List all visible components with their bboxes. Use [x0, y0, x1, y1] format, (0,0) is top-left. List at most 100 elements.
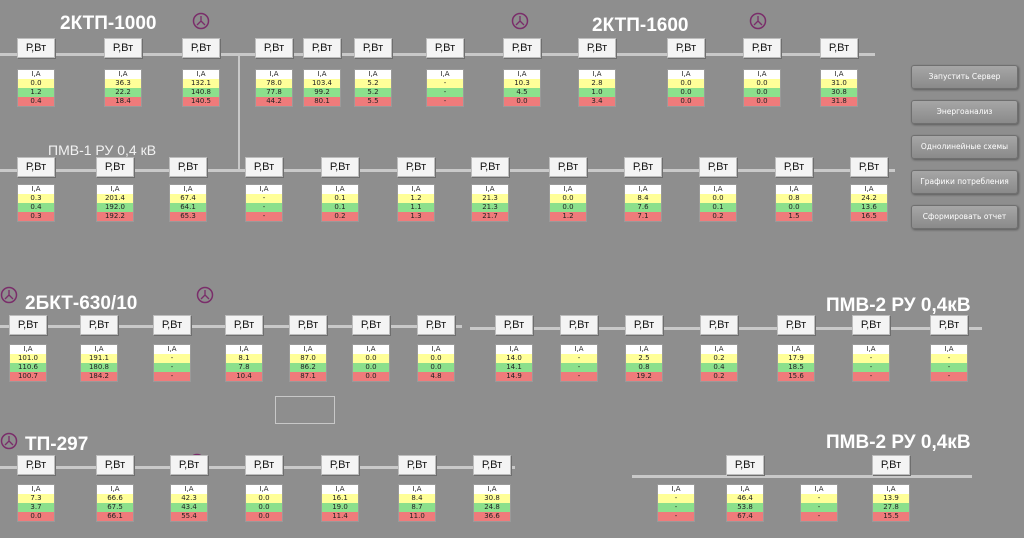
- power-button[interactable]: Р,Вт: [80, 315, 118, 335]
- phase-a-value: 17.9: [778, 354, 814, 363]
- power-button[interactable]: Р,Вт: [578, 38, 616, 58]
- power-button[interactable]: Р,Вт: [321, 455, 359, 475]
- current-header: I,A: [744, 70, 780, 79]
- phase-a-value: -: [427, 79, 463, 88]
- current-table: I,A 0.8 0.0 1.5: [775, 184, 813, 222]
- phase-b-value: 110.6: [10, 363, 46, 372]
- current-header: I,A: [727, 485, 763, 494]
- power-button[interactable]: Р,Вт: [495, 315, 533, 335]
- power-button[interactable]: Р,Вт: [321, 157, 359, 177]
- phase-c-value: 0.0: [353, 372, 389, 381]
- power-button[interactable]: Р,Вт: [354, 38, 392, 58]
- power-button[interactable]: Р,Вт: [473, 455, 511, 475]
- power-button[interactable]: Р,Вт: [245, 455, 283, 475]
- power-button[interactable]: Р,Вт: [255, 38, 293, 58]
- power-button[interactable]: Р,Вт: [549, 157, 587, 177]
- phase-b-value: 0.0: [744, 88, 780, 97]
- power-button[interactable]: Р,Вт: [245, 157, 283, 177]
- phase-a-value: 5.2: [355, 79, 391, 88]
- phase-a-value: 0.0: [418, 354, 454, 363]
- power-button[interactable]: Р,Вт: [303, 38, 341, 58]
- power-button[interactable]: Р,Вт: [743, 38, 781, 58]
- power-button[interactable]: Р,Вт: [352, 315, 390, 335]
- energy-analysis-button[interactable]: Энергоанализ: [911, 100, 1018, 124]
- phase-b-value: 64.1: [170, 203, 206, 212]
- current-table: I,A 191.1 180.8 184.2: [80, 344, 118, 382]
- phase-a-value: 2.5: [626, 354, 662, 363]
- phase-b-value: 0.0: [668, 88, 704, 97]
- power-button[interactable]: Р,Вт: [17, 455, 55, 475]
- make-report-button[interactable]: Сформировать отчет: [911, 205, 1018, 229]
- power-button[interactable]: Р,Вт: [225, 315, 263, 335]
- power-button[interactable]: Р,Вт: [397, 157, 435, 177]
- current-table: I,A 21.3 21.3 21.7: [471, 184, 509, 222]
- phase-b-value: 7.8: [226, 363, 262, 372]
- power-button[interactable]: Р,Вт: [96, 157, 134, 177]
- current-table: I,A 2.8 1.0 3.4: [578, 69, 616, 107]
- power-button[interactable]: Р,Вт: [104, 38, 142, 58]
- power-button[interactable]: Р,Вт: [398, 455, 436, 475]
- power-button[interactable]: Р,Вт: [182, 38, 220, 58]
- power-button[interactable]: Р,Вт: [852, 315, 890, 335]
- bus-row5: [632, 475, 972, 478]
- phase-b-value: 19.0: [322, 503, 358, 512]
- current-header: I,A: [10, 345, 46, 354]
- current-table: I,A 5.2 5.2 5.5: [354, 69, 392, 107]
- power-button[interactable]: Р,Вт: [169, 157, 207, 177]
- power-button[interactable]: Р,Вт: [820, 38, 858, 58]
- current-table: I,A 0.3 0.4 0.3: [17, 184, 55, 222]
- power-button[interactable]: Р,Вт: [624, 157, 662, 177]
- phase-b-value: 5.2: [355, 88, 391, 97]
- power-button[interactable]: Р,Вт: [850, 157, 888, 177]
- power-button[interactable]: Р,Вт: [560, 315, 598, 335]
- current-table: I,A 101.0 110.6 100.7: [9, 344, 47, 382]
- phase-a-value: 0.8: [776, 194, 812, 203]
- power-button[interactable]: Р,Вт: [775, 157, 813, 177]
- current-table: I,A - - -: [930, 344, 968, 382]
- power-button[interactable]: Р,Вт: [471, 157, 509, 177]
- current-table: I,A 0.0 0.0 0.0: [743, 69, 781, 107]
- current-header: I,A: [668, 70, 704, 79]
- power-button[interactable]: Р,Вт: [170, 455, 208, 475]
- phase-a-value: 0.0: [246, 494, 282, 503]
- current-table: I,A 46.4 53.8 67.4: [726, 484, 764, 522]
- power-button[interactable]: Р,Вт: [625, 315, 663, 335]
- power-button[interactable]: Р,Вт: [96, 455, 134, 475]
- power-button[interactable]: Р,Вт: [153, 315, 191, 335]
- single-line-diagrams-button[interactable]: Однолинейные схемы: [911, 135, 1018, 159]
- consumption-graphs-button[interactable]: Графики потребления: [911, 170, 1018, 194]
- power-button[interactable]: Р,Вт: [17, 157, 55, 177]
- phase-b-value: -: [427, 88, 463, 97]
- current-header: I,A: [504, 70, 540, 79]
- phase-b-value: 18.5: [778, 363, 814, 372]
- current-table: I,A - - -: [657, 484, 695, 522]
- power-button[interactable]: Р,Вт: [726, 455, 764, 475]
- phase-a-value: 66.6: [97, 494, 133, 503]
- phase-b-value: 13.6: [851, 203, 887, 212]
- power-button[interactable]: Р,Вт: [426, 38, 464, 58]
- power-button[interactable]: Р,Вт: [417, 315, 455, 335]
- current-table: I,A 16.1 19.0 11.4: [321, 484, 359, 522]
- current-header: I,A: [474, 485, 510, 494]
- current-table: I,A 201.4 192.0 192.2: [96, 184, 134, 222]
- power-button[interactable]: Р,Вт: [9, 315, 47, 335]
- current-header: I,A: [550, 185, 586, 194]
- power-button[interactable]: Р,Вт: [700, 315, 738, 335]
- phase-a-value: 0.0: [700, 194, 736, 203]
- power-button[interactable]: Р,Вт: [699, 157, 737, 177]
- transformer-icon: [749, 12, 767, 30]
- phase-b-value: 0.0: [353, 363, 389, 372]
- power-button[interactable]: Р,Вт: [503, 38, 541, 58]
- power-button[interactable]: Р,Вт: [777, 315, 815, 335]
- phase-a-value: 1.2: [398, 194, 434, 203]
- current-header: I,A: [170, 185, 206, 194]
- start-server-button[interactable]: Запустить Сервер: [911, 65, 1018, 89]
- power-button[interactable]: Р,Вт: [930, 315, 968, 335]
- current-header: I,A: [105, 70, 141, 79]
- phase-c-value: 1.3: [398, 212, 434, 221]
- phase-c-value: 55.4: [171, 512, 207, 521]
- power-button[interactable]: Р,Вт: [872, 455, 910, 475]
- power-button[interactable]: Р,Вт: [17, 38, 55, 58]
- power-button[interactable]: Р,Вт: [667, 38, 705, 58]
- power-button[interactable]: Р,Вт: [289, 315, 327, 335]
